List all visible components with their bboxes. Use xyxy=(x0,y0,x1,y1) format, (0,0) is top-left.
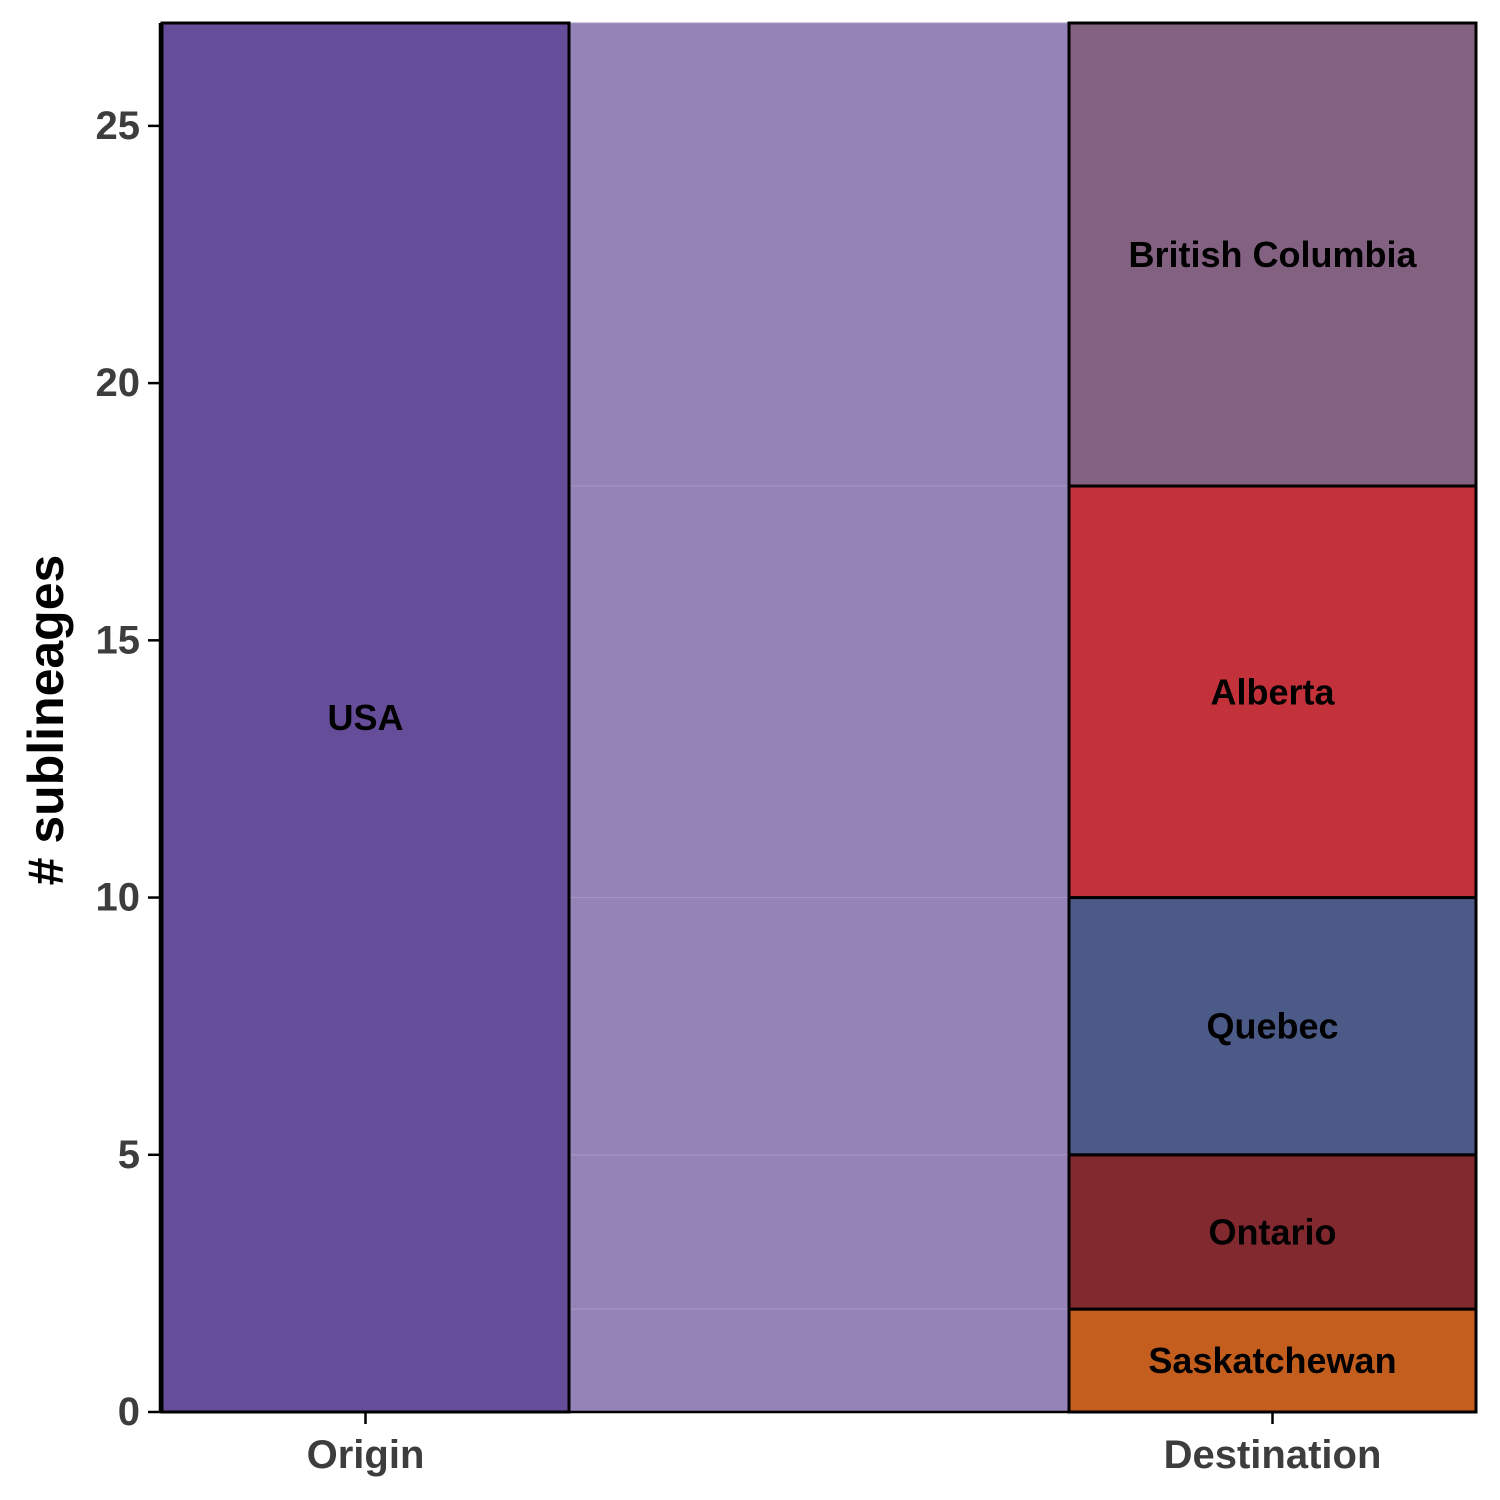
flow-usa-to-quebec xyxy=(568,897,1070,1156)
stratum-ontario xyxy=(1067,1153,1478,1311)
stratum-label-saskatchewan: Saskatchewan xyxy=(1148,1340,1396,1381)
x-axis: Origin Destination xyxy=(160,1410,1476,1477)
flow-usa-to-british-columbia xyxy=(568,22,1070,487)
x-tick-label-destination: Destination xyxy=(1164,1433,1382,1477)
flow-usa-to-saskatchewan xyxy=(568,1308,1070,1413)
y-axis: 0 5 10 15 20 25 xyxy=(96,23,162,1434)
x-tick-label-origin: Origin xyxy=(307,1433,425,1477)
strata: USA Saskatchewan Ontario Quebec Alberta Briti… xyxy=(160,21,1478,1414)
flow-ribbons xyxy=(568,22,1070,1413)
stratum-label-usa: USA xyxy=(327,697,403,738)
y-tick-label: 10 xyxy=(96,876,141,920)
stratum-label-british-columbia: British Columbia xyxy=(1128,234,1417,275)
stratum-british-columbia xyxy=(1067,21,1478,488)
y-tick-label: 5 xyxy=(118,1133,140,1177)
y-tick-label: 20 xyxy=(96,361,141,405)
stratum-alberta xyxy=(1067,484,1478,900)
stratum-quebec xyxy=(1067,896,1478,1157)
flow-usa-to-ontario xyxy=(568,1154,1070,1310)
stratum-label-alberta: Alberta xyxy=(1210,671,1335,712)
stratum-label-ontario: Ontario xyxy=(1208,1211,1336,1252)
y-axis-title: # sublineages xyxy=(18,555,74,886)
stratum-usa xyxy=(160,21,571,1414)
y-tick-label: 15 xyxy=(96,618,141,662)
y-tick-label: 0 xyxy=(118,1390,140,1434)
stratum-label-quebec: Quebec xyxy=(1206,1006,1338,1047)
y-tick-label: 25 xyxy=(96,104,141,148)
flow-usa-to-alberta xyxy=(568,485,1070,899)
